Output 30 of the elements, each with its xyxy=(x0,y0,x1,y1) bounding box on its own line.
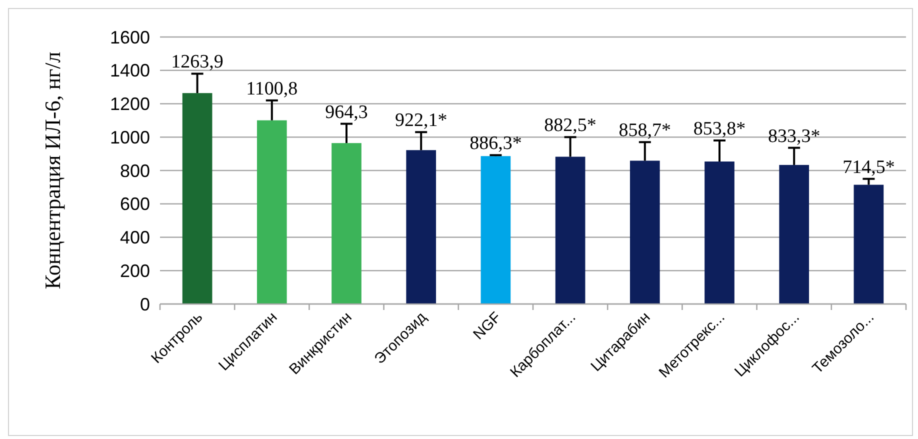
y-axis-title: Концентрация ИЛ-6, нг/л xyxy=(40,52,65,290)
data-label: 853,8* xyxy=(693,118,746,140)
data-label: 922,1* xyxy=(394,110,448,132)
data-label: 858,7* xyxy=(618,120,672,142)
data-label: 886,3* xyxy=(470,133,522,154)
y-tick-label: 600 xyxy=(120,194,150,214)
bar xyxy=(630,160,660,304)
bar xyxy=(704,162,734,304)
bar xyxy=(480,156,511,304)
data-label: 1100,8 xyxy=(246,78,298,100)
data-label: 964,3 xyxy=(325,102,368,123)
bar xyxy=(332,143,362,304)
y-tick-label: 400 xyxy=(120,228,150,248)
y-tick-label: 800 xyxy=(120,160,150,181)
y-tick-label: 0 xyxy=(140,294,150,314)
y-tick-label: 200 xyxy=(120,260,150,281)
bar xyxy=(854,184,884,304)
y-tick-label: 1400 xyxy=(110,60,150,81)
bar xyxy=(779,164,810,304)
bar xyxy=(555,156,586,304)
data-label: 714,5* xyxy=(842,156,895,178)
data-label: 882,5* xyxy=(544,115,596,136)
bar xyxy=(182,93,212,304)
y-tick-label: 1000 xyxy=(110,127,150,148)
bar xyxy=(406,150,436,304)
y-tick-label: 1200 xyxy=(110,94,150,114)
data-label: 833,3* xyxy=(768,126,820,147)
bar xyxy=(256,120,287,304)
data-label: 1263,9 xyxy=(171,52,224,73)
y-tick-label: 1600 xyxy=(110,27,150,48)
